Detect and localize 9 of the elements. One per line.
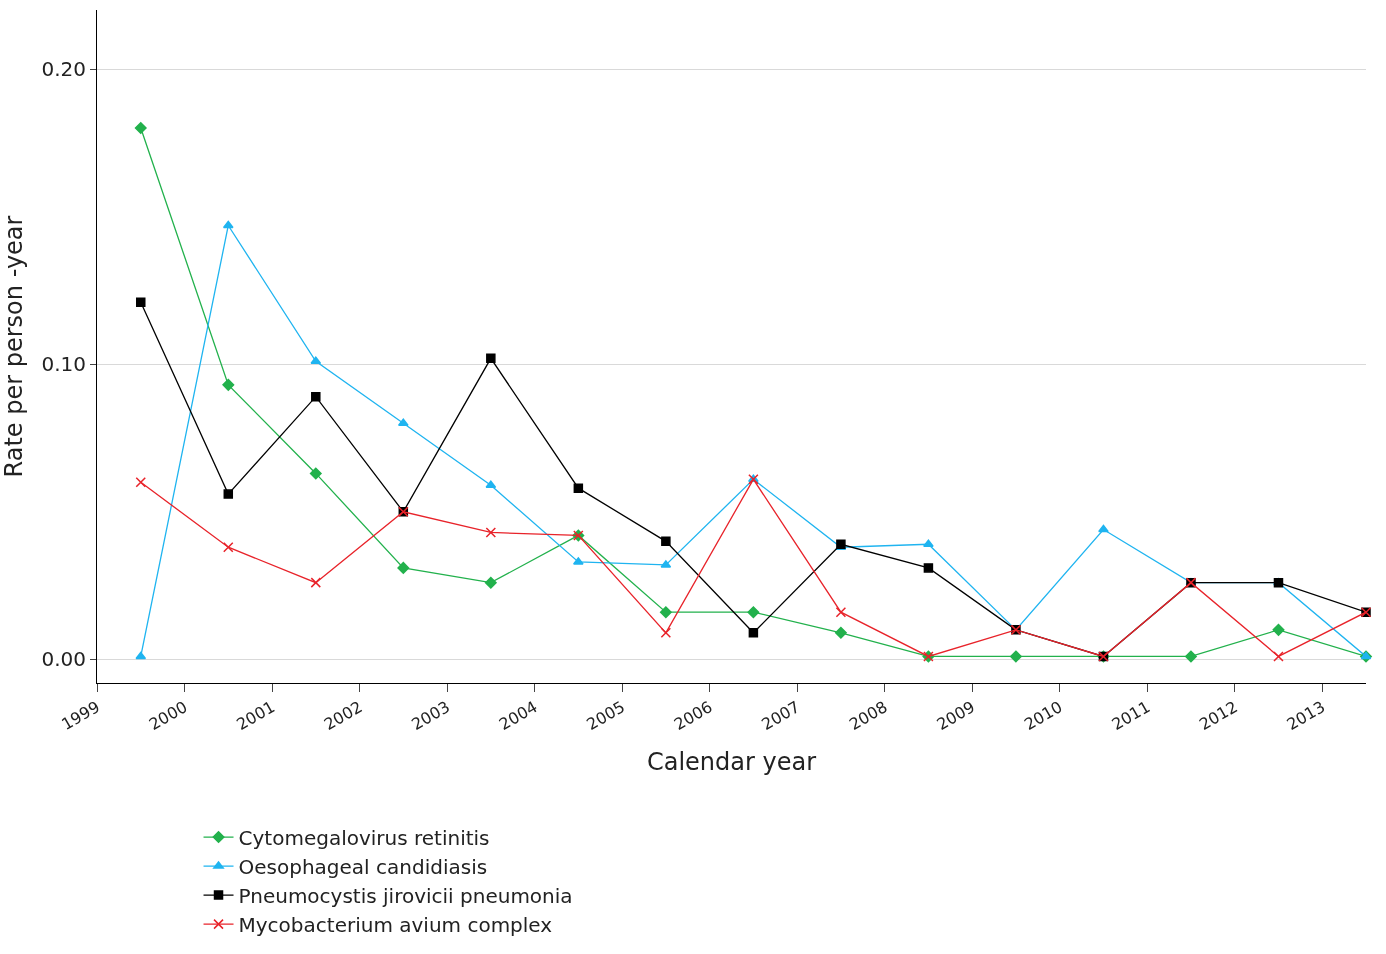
legend-label: Pneumocystis jirovicii pneumonia xyxy=(238,883,573,908)
y-tick-label: 0.00 xyxy=(41,647,86,672)
legend-label: Cytomegalovirus retinitis xyxy=(238,825,490,850)
y-tick-label: 0.20 xyxy=(41,57,86,82)
legend-label: Oesophageal candidiasis xyxy=(238,854,488,879)
y-tick-label: 0.10 xyxy=(41,352,86,377)
x-axis-title: Calendar year xyxy=(646,748,817,777)
y-axis-title: Rate per person -year xyxy=(0,215,28,478)
legend-label: Mycobacterium avium complex xyxy=(238,912,553,937)
